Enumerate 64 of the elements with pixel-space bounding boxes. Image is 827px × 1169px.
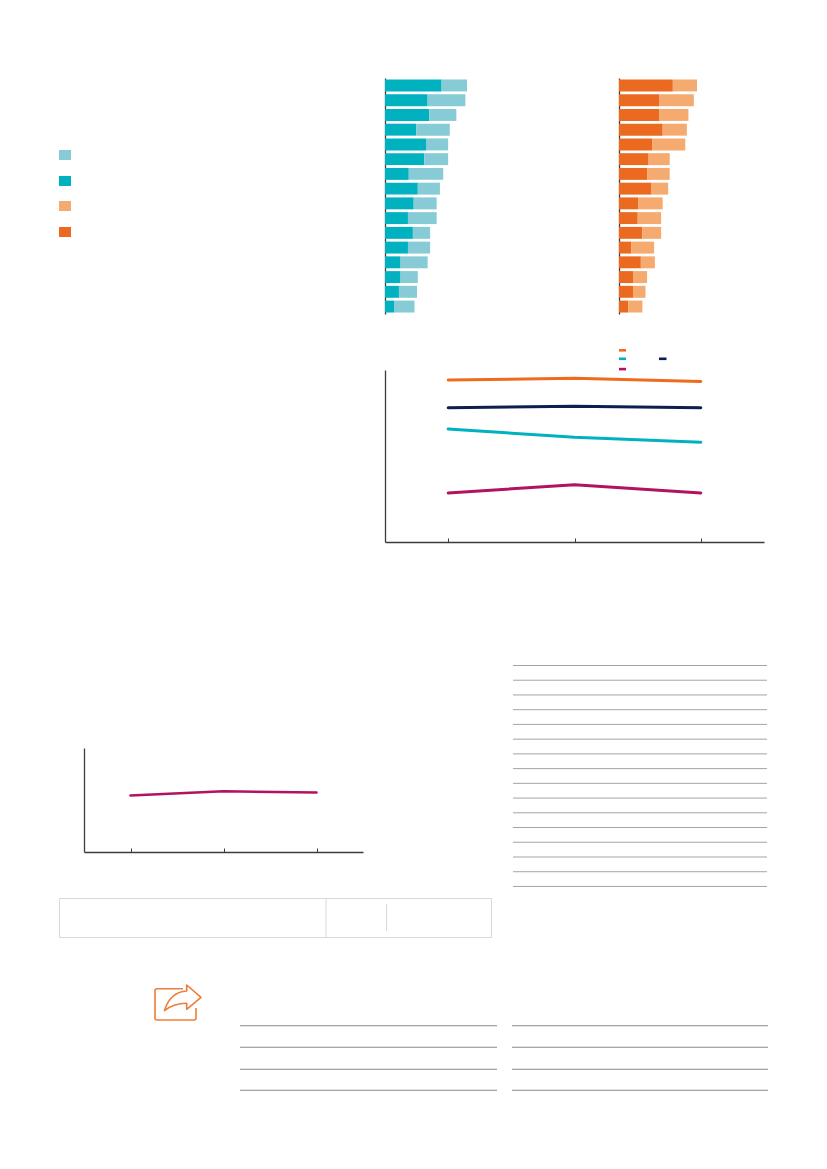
bar <box>619 138 653 151</box>
bar <box>619 212 638 225</box>
bar <box>619 256 641 269</box>
bar <box>647 167 670 180</box>
bar <box>619 241 632 254</box>
bar <box>385 285 399 298</box>
bar <box>619 182 651 195</box>
bar <box>407 241 431 254</box>
bar <box>637 212 662 225</box>
bar <box>385 153 425 166</box>
bar <box>385 108 430 121</box>
bar <box>417 182 440 195</box>
bar <box>619 153 649 166</box>
bar <box>424 153 449 166</box>
bar <box>659 94 694 107</box>
bar <box>385 212 408 225</box>
bar <box>412 226 431 239</box>
bar <box>385 241 408 254</box>
bar <box>385 167 409 180</box>
bar <box>619 123 663 136</box>
bar <box>619 94 660 107</box>
bar <box>662 123 687 136</box>
bar <box>408 167 444 180</box>
bar <box>642 226 662 239</box>
bar <box>619 108 660 121</box>
bar <box>638 197 663 210</box>
bar <box>385 123 417 136</box>
bar <box>426 138 449 151</box>
bar <box>441 79 467 92</box>
bar <box>648 153 670 166</box>
bar <box>633 271 648 284</box>
bar <box>640 256 655 269</box>
bar <box>650 182 669 195</box>
bar <box>385 182 418 195</box>
bar <box>413 197 437 210</box>
bar <box>427 94 466 107</box>
bar <box>619 271 634 284</box>
bar <box>619 79 673 92</box>
bar <box>398 285 417 298</box>
bar <box>672 79 697 92</box>
bar <box>385 226 413 239</box>
bar <box>633 285 646 298</box>
bar <box>394 300 415 313</box>
bar <box>631 241 655 254</box>
bar <box>628 300 643 313</box>
bar <box>652 138 686 151</box>
bar <box>385 94 428 107</box>
bar <box>400 256 428 269</box>
bar <box>619 167 648 180</box>
bar <box>619 285 634 298</box>
bar <box>385 300 395 313</box>
bar <box>385 138 426 151</box>
bar <box>407 212 437 225</box>
bar <box>385 79 442 92</box>
bar <box>659 108 689 121</box>
bar <box>385 271 401 284</box>
bar <box>619 300 629 313</box>
bar <box>385 256 401 269</box>
bar <box>385 197 414 210</box>
bar <box>429 108 457 121</box>
bar <box>416 123 450 136</box>
bar <box>619 197 639 210</box>
bar <box>619 226 643 239</box>
bar <box>400 271 418 284</box>
